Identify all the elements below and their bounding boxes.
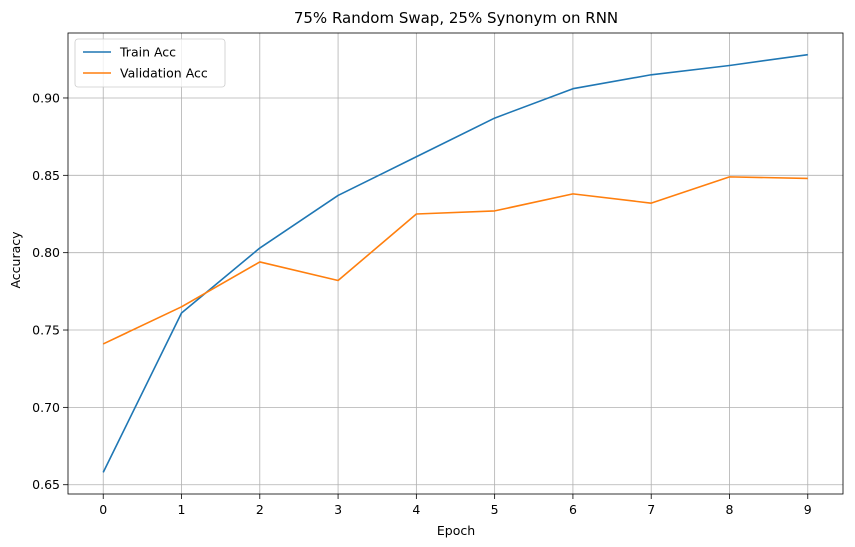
y-tick-label: 0.90 [32,90,60,105]
legend: Train Acc Validation Acc [74,38,226,88]
x-tick-label: 7 [647,502,655,517]
x-tick-label: 6 [569,502,577,517]
x-tick-label: 4 [412,502,420,517]
y-tick-label: 0.65 [32,477,60,492]
legend-entry-label: Train Acc [119,45,176,60]
y-tick-label: 0.75 [32,323,60,338]
grid-lines [68,33,843,494]
y-tick-label: 0.85 [32,168,60,183]
x-tick-label: 3 [334,502,342,517]
chart-title: 75% Random Swap, 25% Synonym on RNN [294,9,618,27]
x-axis-label: Epoch [437,523,475,538]
x-tick-label: 1 [178,502,186,517]
y-axis-ticks: 0.65 0.70 0.75 0.80 0.85 0.90 [32,90,68,492]
x-tick-label: 9 [804,502,812,517]
y-tick-label: 0.80 [32,245,60,260]
series-layer [102,53,808,473]
x-tick-label: 0 [99,502,107,517]
legend-entry-label: Validation Acc [120,66,208,81]
series-line-train-acc [102,53,808,473]
x-tick-label: 8 [726,502,734,517]
y-axis-label: Accuracy [8,231,23,289]
x-tick-label: 5 [491,502,499,517]
series-line-validation-acc [102,176,808,345]
plot-frame [67,32,844,495]
x-tick-label: 2 [256,502,264,517]
x-axis-ticks: 0 1 2 3 4 5 6 7 8 9 [99,494,812,517]
legend-box [74,38,226,88]
y-tick-label: 0.70 [32,400,60,415]
